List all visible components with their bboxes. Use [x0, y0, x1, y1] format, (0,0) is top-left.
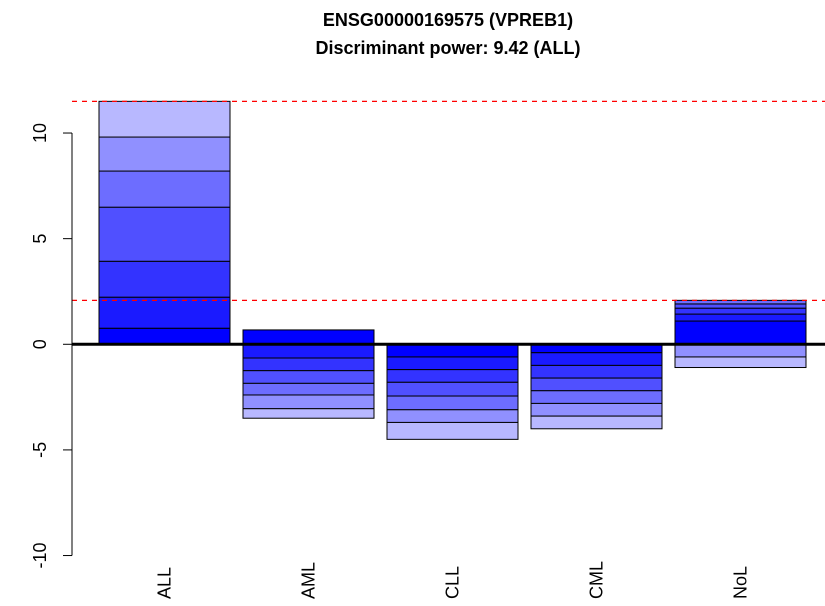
y-tick-label: -10	[30, 543, 50, 569]
bar-segment	[242, 357, 375, 372]
chart-title: ENSG00000169575 (VPREB1)	[323, 10, 573, 30]
bar-segment	[98, 170, 231, 208]
bar-segment	[530, 352, 663, 366]
bar-segment	[674, 299, 807, 305]
bar-segment	[98, 260, 231, 298]
chart-subtitle: Discriminant power: 9.42 (ALL)	[315, 38, 580, 58]
bar-segment	[242, 408, 375, 419]
bar-segment	[386, 343, 519, 358]
bar-segment	[386, 409, 519, 423]
bar-segment	[242, 382, 375, 396]
y-tick-label: -5	[30, 442, 50, 458]
bar-segment	[674, 320, 807, 345]
bar-segment	[530, 402, 663, 417]
bar-segment	[674, 307, 807, 315]
bar-segment	[530, 415, 663, 430]
bar-segment	[386, 395, 519, 411]
bar-segment	[674, 313, 807, 322]
bar-segment	[674, 303, 807, 309]
x-tick-label: ALL	[155, 567, 175, 599]
bar-segment	[242, 394, 375, 410]
bar-segment	[98, 296, 231, 329]
bar-segment	[386, 356, 519, 371]
bar-segment	[242, 343, 375, 359]
y-tick-label: 10	[30, 123, 50, 143]
bar-segment	[98, 136, 231, 172]
bar-segment	[386, 369, 519, 383]
y-tick-label: 0	[30, 339, 50, 349]
bar-segment	[530, 377, 663, 392]
bar-segment	[386, 421, 519, 440]
x-tick-label: AML	[299, 562, 319, 599]
x-tick-label: CLL	[443, 566, 463, 599]
bar-segment	[674, 356, 807, 369]
bar-segment	[530, 390, 663, 404]
bar-segment	[530, 364, 663, 379]
bar-segment	[98, 206, 231, 262]
bar-segment	[98, 100, 231, 138]
y-tick-label: 5	[30, 234, 50, 244]
bar-segment	[674, 343, 807, 358]
bar-segment	[98, 327, 231, 345]
x-tick-label: NoL	[731, 566, 751, 599]
x-tick-label: CML	[587, 561, 607, 599]
bar-segment	[242, 329, 375, 345]
bar-segment	[242, 370, 375, 384]
bar-segment	[386, 381, 519, 397]
